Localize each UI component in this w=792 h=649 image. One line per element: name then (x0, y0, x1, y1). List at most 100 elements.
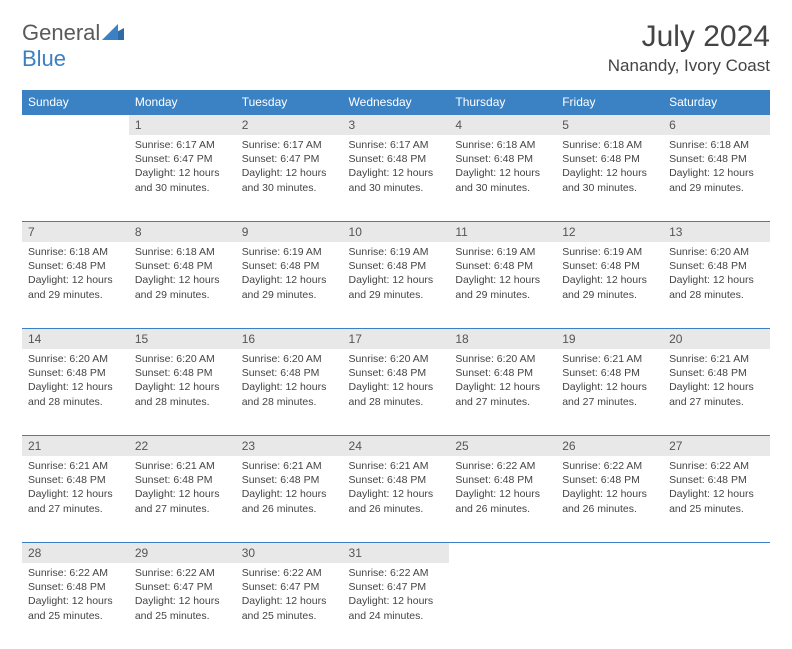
day-ss: Sunset: 6:48 PM (349, 473, 444, 487)
day-d1: Daylight: 12 hours (28, 594, 123, 608)
day-data-cell: Sunrise: 6:18 AMSunset: 6:48 PMDaylight:… (22, 242, 129, 328)
day-ss: Sunset: 6:48 PM (28, 580, 123, 594)
day-cell: 20 (663, 328, 770, 349)
day-ss: Sunset: 6:48 PM (242, 473, 337, 487)
day-number: 10 (343, 221, 450, 242)
day-number: 2 (236, 114, 343, 135)
day-ss: Sunset: 6:48 PM (135, 473, 230, 487)
day-number: 23 (236, 435, 343, 456)
day-cell: 28 (22, 542, 129, 563)
day-data-cell: Sunrise: 6:22 AMSunset: 6:48 PMDaylight:… (22, 563, 129, 649)
day-ss: Sunset: 6:47 PM (242, 152, 337, 166)
day-d2: and 27 minutes. (669, 395, 764, 409)
day-ss: Sunset: 6:48 PM (562, 366, 657, 380)
day-data: Sunrise: 6:20 AMSunset: 6:48 PMDaylight:… (22, 349, 129, 415)
day-number: 12 (556, 221, 663, 242)
day-d2: and 28 minutes. (28, 395, 123, 409)
day-ss: Sunset: 6:47 PM (135, 580, 230, 594)
day-data: Sunrise: 6:18 AMSunset: 6:48 PMDaylight:… (556, 135, 663, 201)
day-ss: Sunset: 6:47 PM (349, 580, 444, 594)
day-d1: Daylight: 12 hours (28, 487, 123, 501)
day-number: 5 (556, 114, 663, 135)
day-ss: Sunset: 6:48 PM (562, 259, 657, 273)
day-cell (556, 542, 663, 563)
calendar-body: 123456Sunrise: 6:17 AMSunset: 6:47 PMDay… (22, 114, 770, 649)
day-number: 7 (22, 221, 129, 242)
dayname-tuesday: Tuesday (236, 90, 343, 114)
day-number: 22 (129, 435, 236, 456)
day-ss: Sunset: 6:48 PM (455, 152, 550, 166)
day-d1: Daylight: 12 hours (669, 380, 764, 394)
day-cell (663, 542, 770, 563)
day-sr: Sunrise: 6:21 AM (669, 352, 764, 366)
day-sr: Sunrise: 6:22 AM (242, 566, 337, 580)
day-data-cell: Sunrise: 6:19 AMSunset: 6:48 PMDaylight:… (556, 242, 663, 328)
day-d1: Daylight: 12 hours (135, 594, 230, 608)
day-cell: 24 (343, 435, 450, 456)
day-ss: Sunset: 6:48 PM (669, 473, 764, 487)
day-sr: Sunrise: 6:19 AM (349, 245, 444, 259)
day-cell: 3 (343, 114, 450, 135)
day-data: Sunrise: 6:20 AMSunset: 6:48 PMDaylight:… (663, 242, 770, 308)
day-number: 1 (129, 114, 236, 135)
day-sr: Sunrise: 6:18 AM (28, 245, 123, 259)
day-d1: Daylight: 12 hours (242, 594, 337, 608)
day-data-cell (22, 135, 129, 221)
day-data: Sunrise: 6:17 AMSunset: 6:47 PMDaylight:… (236, 135, 343, 201)
day-data: Sunrise: 6:21 AMSunset: 6:48 PMDaylight:… (556, 349, 663, 415)
day-data-cell: Sunrise: 6:20 AMSunset: 6:48 PMDaylight:… (343, 349, 450, 435)
logo-word-general: General (22, 20, 100, 45)
day-cell: 15 (129, 328, 236, 349)
day-d1: Daylight: 12 hours (669, 166, 764, 180)
day-sr: Sunrise: 6:17 AM (242, 138, 337, 152)
day-number: 29 (129, 542, 236, 563)
day-d2: and 27 minutes. (455, 395, 550, 409)
day-d1: Daylight: 12 hours (562, 166, 657, 180)
logo: General Blue (22, 20, 124, 72)
day-d2: and 29 minutes. (349, 288, 444, 302)
day-cell (22, 114, 129, 135)
day-cell (449, 542, 556, 563)
day-sr: Sunrise: 6:21 AM (349, 459, 444, 473)
day-data: Sunrise: 6:18 AMSunset: 6:48 PMDaylight:… (22, 242, 129, 308)
dayname-row: Sunday Monday Tuesday Wednesday Thursday… (22, 90, 770, 114)
day-sr: Sunrise: 6:22 AM (669, 459, 764, 473)
calendar-table: Sunday Monday Tuesday Wednesday Thursday… (22, 90, 770, 649)
day-data: Sunrise: 6:22 AMSunset: 6:47 PMDaylight:… (129, 563, 236, 629)
day-number: 20 (663, 328, 770, 349)
day-sr: Sunrise: 6:22 AM (349, 566, 444, 580)
day-sr: Sunrise: 6:18 AM (135, 245, 230, 259)
day-sr: Sunrise: 6:17 AM (349, 138, 444, 152)
day-data-cell: Sunrise: 6:21 AMSunset: 6:48 PMDaylight:… (129, 456, 236, 542)
day-ss: Sunset: 6:48 PM (562, 152, 657, 166)
day-d2: and 27 minutes. (28, 502, 123, 516)
day-sr: Sunrise: 6:20 AM (135, 352, 230, 366)
day-data: Sunrise: 6:21 AMSunset: 6:48 PMDaylight:… (343, 456, 450, 522)
day-sr: Sunrise: 6:22 AM (455, 459, 550, 473)
day-number: 13 (663, 221, 770, 242)
day-cell: 16 (236, 328, 343, 349)
day-ss: Sunset: 6:48 PM (242, 366, 337, 380)
day-d1: Daylight: 12 hours (242, 273, 337, 287)
day-number: 9 (236, 221, 343, 242)
day-data-cell: Sunrise: 6:19 AMSunset: 6:48 PMDaylight:… (343, 242, 450, 328)
day-sr: Sunrise: 6:21 AM (242, 459, 337, 473)
day-d1: Daylight: 12 hours (349, 487, 444, 501)
day-data-cell: Sunrise: 6:17 AMSunset: 6:47 PMDaylight:… (236, 135, 343, 221)
day-d2: and 28 minutes. (669, 288, 764, 302)
day-d1: Daylight: 12 hours (242, 166, 337, 180)
day-d2: and 25 minutes. (242, 609, 337, 623)
day-cell: 4 (449, 114, 556, 135)
day-d1: Daylight: 12 hours (669, 273, 764, 287)
day-sr: Sunrise: 6:21 AM (28, 459, 123, 473)
daynum-row: 28293031 (22, 542, 770, 563)
day-d2: and 29 minutes. (562, 288, 657, 302)
dayname-thursday: Thursday (449, 90, 556, 114)
location-label: Nanandy, Ivory Coast (608, 56, 770, 76)
day-sr: Sunrise: 6:22 AM (135, 566, 230, 580)
day-d1: Daylight: 12 hours (242, 487, 337, 501)
day-d2: and 24 minutes. (349, 609, 444, 623)
daydata-row: Sunrise: 6:21 AMSunset: 6:48 PMDaylight:… (22, 456, 770, 542)
day-data: Sunrise: 6:22 AMSunset: 6:48 PMDaylight:… (556, 456, 663, 522)
day-sr: Sunrise: 6:19 AM (562, 245, 657, 259)
